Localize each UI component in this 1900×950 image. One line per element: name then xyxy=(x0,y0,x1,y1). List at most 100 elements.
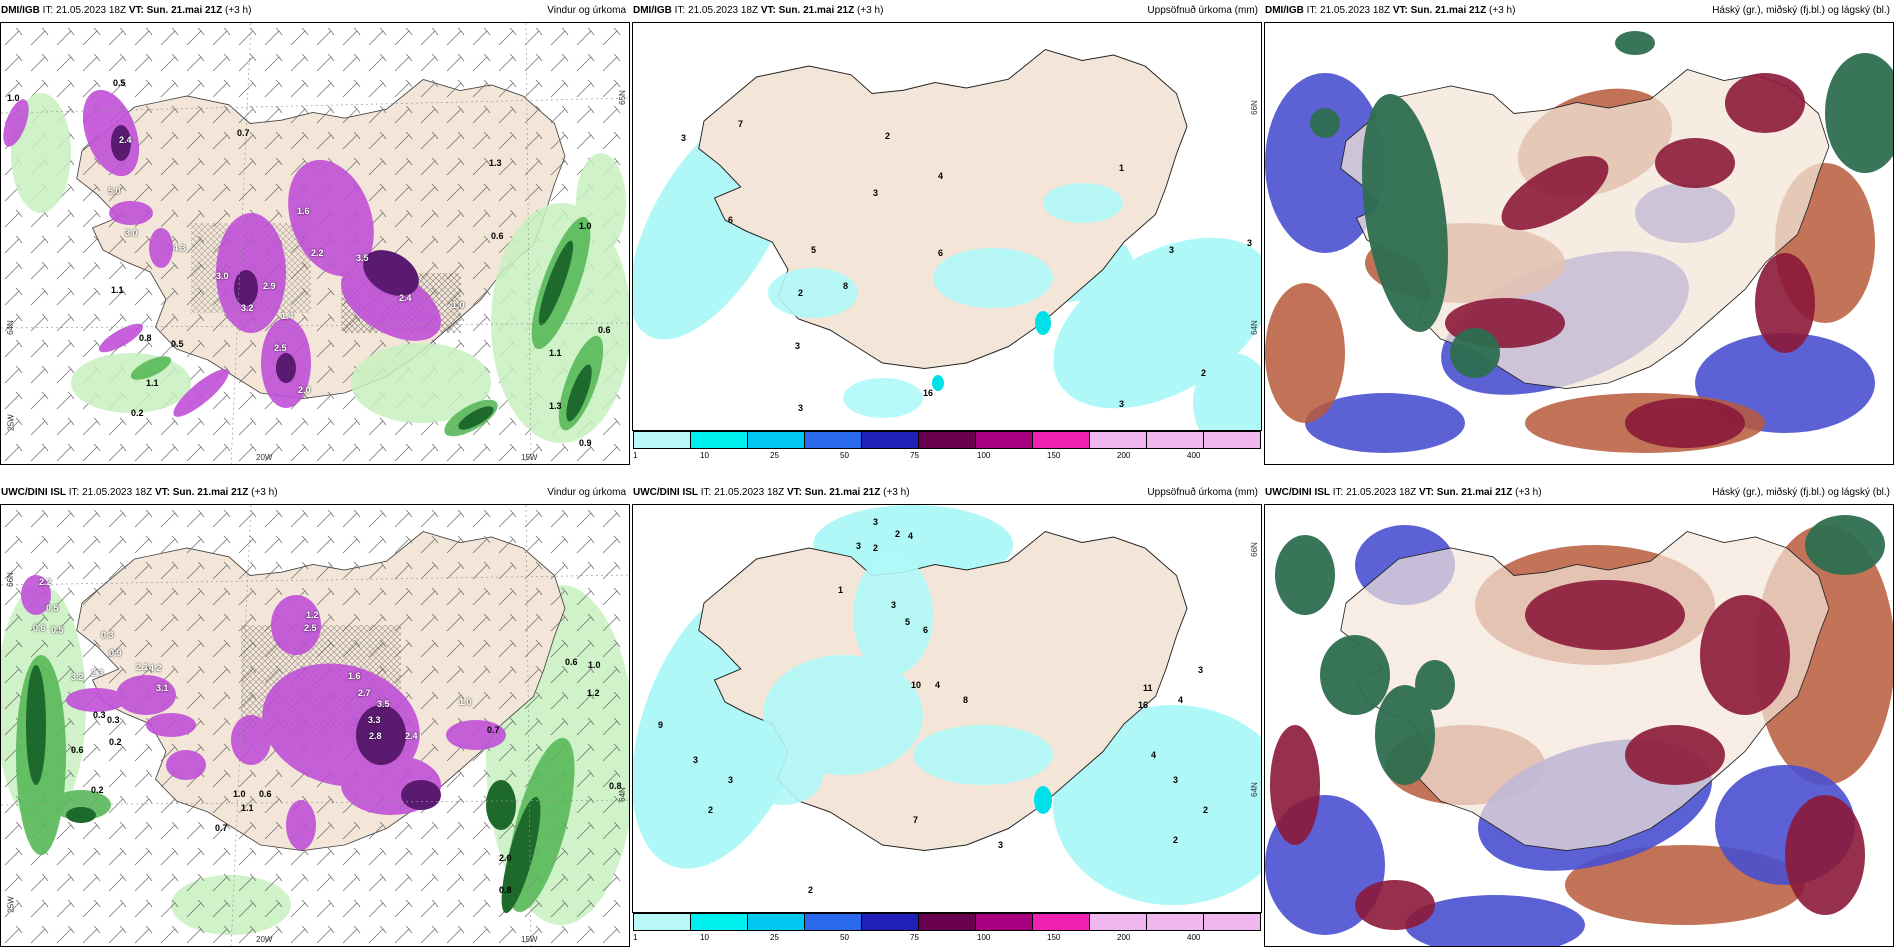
init-time: 21.05.2023 18Z xyxy=(56,5,127,16)
accum-value: 1 xyxy=(838,585,844,595)
precip-value: 1.3 xyxy=(489,158,502,168)
precip-value: 1.0 xyxy=(588,660,601,670)
legend-swatch xyxy=(1204,914,1260,930)
it-label: IT: xyxy=(68,487,80,498)
precip-value: 0.3 xyxy=(101,630,114,640)
panel-dmi-wind-precip: DMI/IGB IT: 21.05.2023 18Z VT: Sun. 21.m… xyxy=(0,0,630,465)
legend-tick: 75 xyxy=(910,451,919,460)
accum-value: 7 xyxy=(913,815,919,825)
precip-value: 2.4 xyxy=(405,731,418,741)
precip-value: 0.7 xyxy=(487,725,500,735)
lead-time: (+3 h) xyxy=(883,487,910,498)
legend-tick: 25 xyxy=(770,451,779,460)
accum-value: 2 xyxy=(708,805,714,815)
map-area xyxy=(1264,504,1894,947)
valid-time: Sun. 21.mai 21Z xyxy=(804,487,881,498)
accum-value: 6 xyxy=(938,248,944,258)
precip-value: 2.2 xyxy=(311,248,324,258)
model-name: UWC/DINI ISL xyxy=(1265,487,1330,498)
legend-tick: 200 xyxy=(1117,451,1131,460)
lon-label: 25W xyxy=(6,896,16,913)
accum-value: 8 xyxy=(963,695,969,705)
legend-swatch xyxy=(634,914,691,930)
it-label: IT: xyxy=(1332,487,1344,498)
precip-value: 3.2 xyxy=(241,303,254,313)
precip-value: 0.6 xyxy=(71,745,84,755)
legend-swatch xyxy=(1204,432,1260,448)
precip-value: 3.1 xyxy=(156,683,169,693)
accum-value: 3 xyxy=(998,840,1004,850)
accum-value: 3 xyxy=(1173,775,1179,785)
panel-header: DMI/IGB IT: 21.05.2023 18Z VT: Sun. 21.m… xyxy=(632,0,1262,22)
legend-swatch xyxy=(1033,914,1090,930)
panel-header: UWC/DINI ISL IT: 21.05.2023 18Z VT: Sun.… xyxy=(0,482,630,504)
precip-value: 0.7 xyxy=(237,128,250,138)
accum-value: 3 xyxy=(891,600,897,610)
accum-value: 4 xyxy=(908,531,914,541)
valid-time: Sun. 21.mai 21Z xyxy=(1410,5,1487,16)
precip-value: 1.6 xyxy=(348,671,361,681)
precip-value: 2.7 xyxy=(358,688,371,698)
accum-value: 9 xyxy=(658,720,664,730)
accum-value: 3 xyxy=(856,541,862,551)
accum-value: 3 xyxy=(693,755,699,765)
precip-value: 1.1 xyxy=(241,803,254,813)
precip-value: 3.0 xyxy=(125,228,138,238)
legend-tick: 1 xyxy=(633,933,638,942)
color-legend: 1 10 25 50 75 100 150 200 400 xyxy=(632,431,1262,465)
panel-title: Uppsöfnuð úrkoma (mm) xyxy=(1147,487,1258,498)
lat-label: 66N xyxy=(5,572,15,587)
vt-label: VT: xyxy=(786,487,802,498)
legend-tick: 75 xyxy=(910,933,919,942)
init-time: 21.05.2023 18Z xyxy=(82,487,153,498)
precip-value: 0.3 xyxy=(93,710,106,720)
panel-header: DMI/IGB IT: 21.05.2023 18Z VT: Sun. 21.m… xyxy=(0,0,630,22)
lead-time: (+3 h) xyxy=(225,5,252,16)
precip-value: 2.0 xyxy=(298,385,311,395)
precip-value: 1.0 xyxy=(452,300,465,310)
it-label: IT: xyxy=(674,5,686,16)
precip-value: 1.0 xyxy=(7,93,20,103)
legend-tick: 50 xyxy=(840,451,849,460)
accum-value: 4 xyxy=(935,680,941,690)
legend-tick: 100 xyxy=(977,933,991,942)
panel-title: Vindur og úrkoma xyxy=(547,5,626,16)
legend-swatch xyxy=(691,914,748,930)
legend-tick: 50 xyxy=(840,933,849,942)
precip-value: 2.2 xyxy=(39,577,52,587)
model-name: UWC/DINI ISL xyxy=(633,487,698,498)
precip-value: 0.2 xyxy=(131,408,144,418)
init-time: 21.05.2023 18Z xyxy=(688,5,759,16)
precip-value: 2.4 xyxy=(399,293,412,303)
lat-label: 64N xyxy=(1249,320,1259,335)
accum-value: 4 xyxy=(938,171,944,181)
precip-value: 2.0 xyxy=(499,853,512,863)
precip-value: 1.6 xyxy=(297,206,310,216)
precip-value: 0.6 xyxy=(491,231,504,241)
precip-value: 0.8 xyxy=(139,333,152,343)
precip-value: 3.2 xyxy=(71,672,84,682)
precip-value: 0.7 xyxy=(215,823,228,833)
panel-title: Háský (gr.), miðský (fj.bl.) og lágský (… xyxy=(1712,5,1890,16)
precip-value: 4.2 xyxy=(149,663,162,673)
precip-value: 1.0 xyxy=(579,221,592,231)
model-name: UWC/DINI ISL xyxy=(1,487,66,498)
legend-tick: 200 xyxy=(1117,933,1131,942)
precip-value: 3.5 xyxy=(356,253,369,263)
precip-value: 1.2 xyxy=(306,610,319,620)
precip-value: 0.5 xyxy=(51,625,64,635)
accum-value: 6 xyxy=(728,215,734,225)
accum-value: 6 xyxy=(923,625,929,635)
accum-value: 3 xyxy=(795,341,801,351)
vt-label: VT: xyxy=(760,5,776,16)
legend-tick: 400 xyxy=(1187,451,1201,460)
accum-value: 7 xyxy=(738,119,744,129)
vt-label: VT: xyxy=(1392,5,1408,16)
accum-value: 5 xyxy=(811,245,817,255)
legend-swatch xyxy=(805,432,862,448)
precip-value: 2.3 xyxy=(91,668,104,678)
lat-label: 65N xyxy=(617,90,627,105)
accum-value: 3 xyxy=(798,403,804,413)
precip-value: 0.6 xyxy=(565,657,578,667)
accum-value: 2 xyxy=(895,529,901,539)
